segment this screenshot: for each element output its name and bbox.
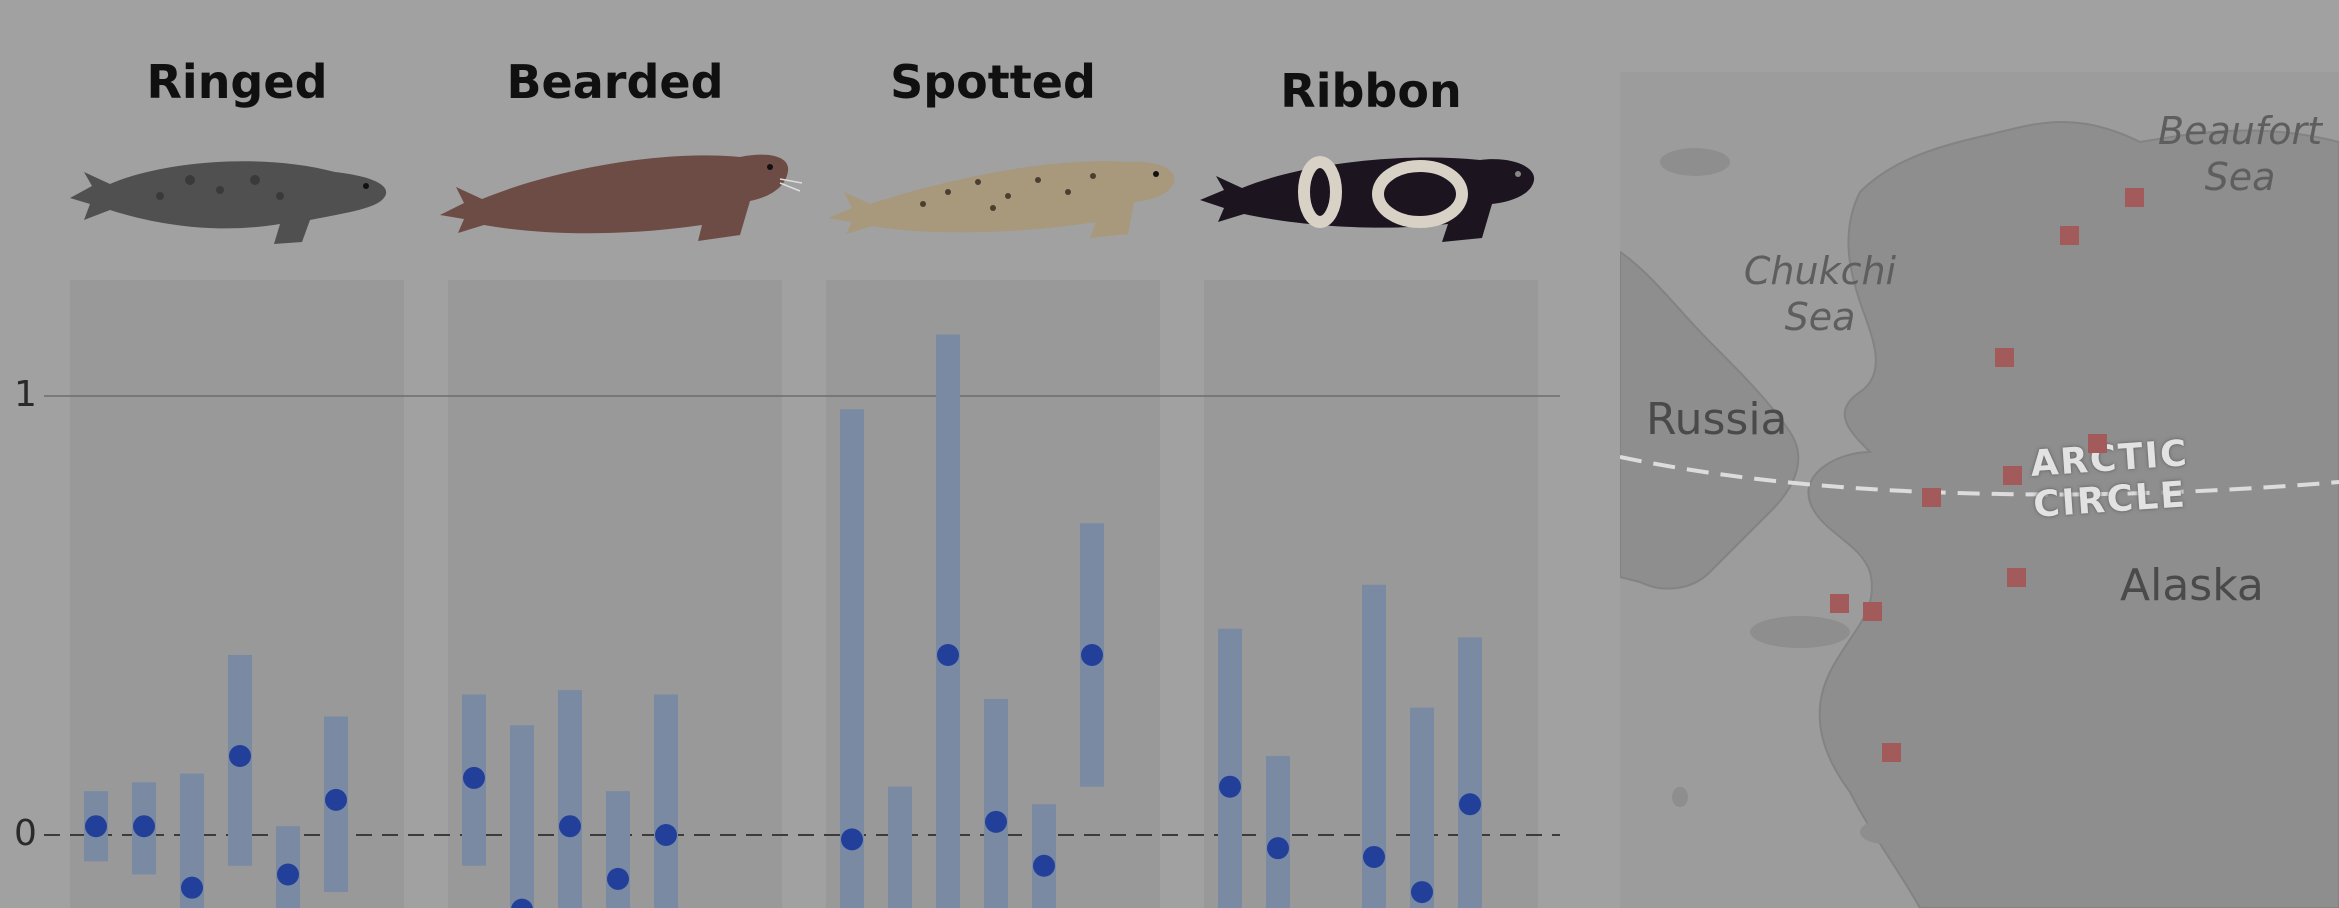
data-point xyxy=(937,644,959,667)
error-bar xyxy=(654,694,678,908)
data-point xyxy=(1033,854,1055,877)
panel-title-ribbon: Ribbon xyxy=(1280,64,1462,118)
data-point xyxy=(1081,644,1103,667)
error-bar xyxy=(1218,628,1242,908)
y-tick-label-0: 0 xyxy=(14,813,37,854)
error-bar xyxy=(1458,637,1482,908)
panel-title-ringed: Ringed xyxy=(146,55,328,109)
russia-label: Russia xyxy=(1646,394,1788,445)
data-point xyxy=(181,876,203,899)
data-point xyxy=(463,766,485,789)
panel-title-bearded: Bearded xyxy=(506,55,724,109)
island xyxy=(1660,148,1730,176)
map-panel: Chukchi Sea Beaufort Sea Russia Alaska ARC… xyxy=(1620,72,2339,908)
site-marker xyxy=(1995,348,2014,367)
error-bar xyxy=(984,698,1008,908)
error-bar xyxy=(888,786,912,908)
island xyxy=(1860,820,1910,844)
error-bar xyxy=(936,334,960,908)
site-marker xyxy=(1830,594,1849,613)
data-point xyxy=(655,824,677,846)
error-bar xyxy=(840,409,864,908)
data-point xyxy=(841,828,863,851)
map-background xyxy=(1620,72,2339,908)
error-bar xyxy=(1266,755,1290,908)
error-bar xyxy=(1410,707,1434,908)
data-point xyxy=(511,898,533,908)
data-point xyxy=(1459,793,1481,816)
data-point xyxy=(229,744,251,767)
island xyxy=(1672,787,1688,807)
data-point xyxy=(985,810,1007,833)
beaufort-sea-label: Beaufort Sea xyxy=(2158,109,2322,199)
data-point xyxy=(85,815,107,838)
site-marker xyxy=(1863,602,1882,621)
y-tick-label-1: 1 xyxy=(14,374,37,415)
data-point xyxy=(1219,775,1241,798)
site-marker xyxy=(2007,568,2026,587)
data-point xyxy=(607,867,629,890)
island xyxy=(1750,616,1850,648)
panel-title-spotted: Spotted xyxy=(890,55,1096,109)
data-point xyxy=(133,815,155,838)
chukchi-sea-label: Chukchi Sea xyxy=(1743,249,1897,339)
data-point xyxy=(277,863,299,886)
data-point xyxy=(325,788,347,811)
error-bar xyxy=(510,725,534,908)
site-marker xyxy=(2125,188,2144,207)
alaska-landmass xyxy=(1807,121,2339,908)
data-point xyxy=(1363,845,1385,868)
data-point xyxy=(1267,837,1289,860)
site-marker xyxy=(1882,743,1901,762)
ribbon-seal-icon xyxy=(1200,156,1535,242)
site-marker xyxy=(2088,434,2107,453)
bearded-seal-icon xyxy=(440,154,803,241)
error-bar xyxy=(558,690,582,908)
ringed-seal-icon xyxy=(70,161,387,244)
russia-landmass xyxy=(1620,250,1800,590)
site-marker xyxy=(1922,488,1941,507)
site-marker xyxy=(2060,226,2079,245)
data-point xyxy=(559,815,581,838)
site-marker xyxy=(2003,466,2022,485)
error-bar xyxy=(606,791,630,908)
alaska-label: Alaska xyxy=(2120,560,2264,611)
spotted-seal-icon xyxy=(828,161,1175,238)
arctic-circle-line xyxy=(1620,455,2339,497)
data-point xyxy=(1411,881,1433,904)
